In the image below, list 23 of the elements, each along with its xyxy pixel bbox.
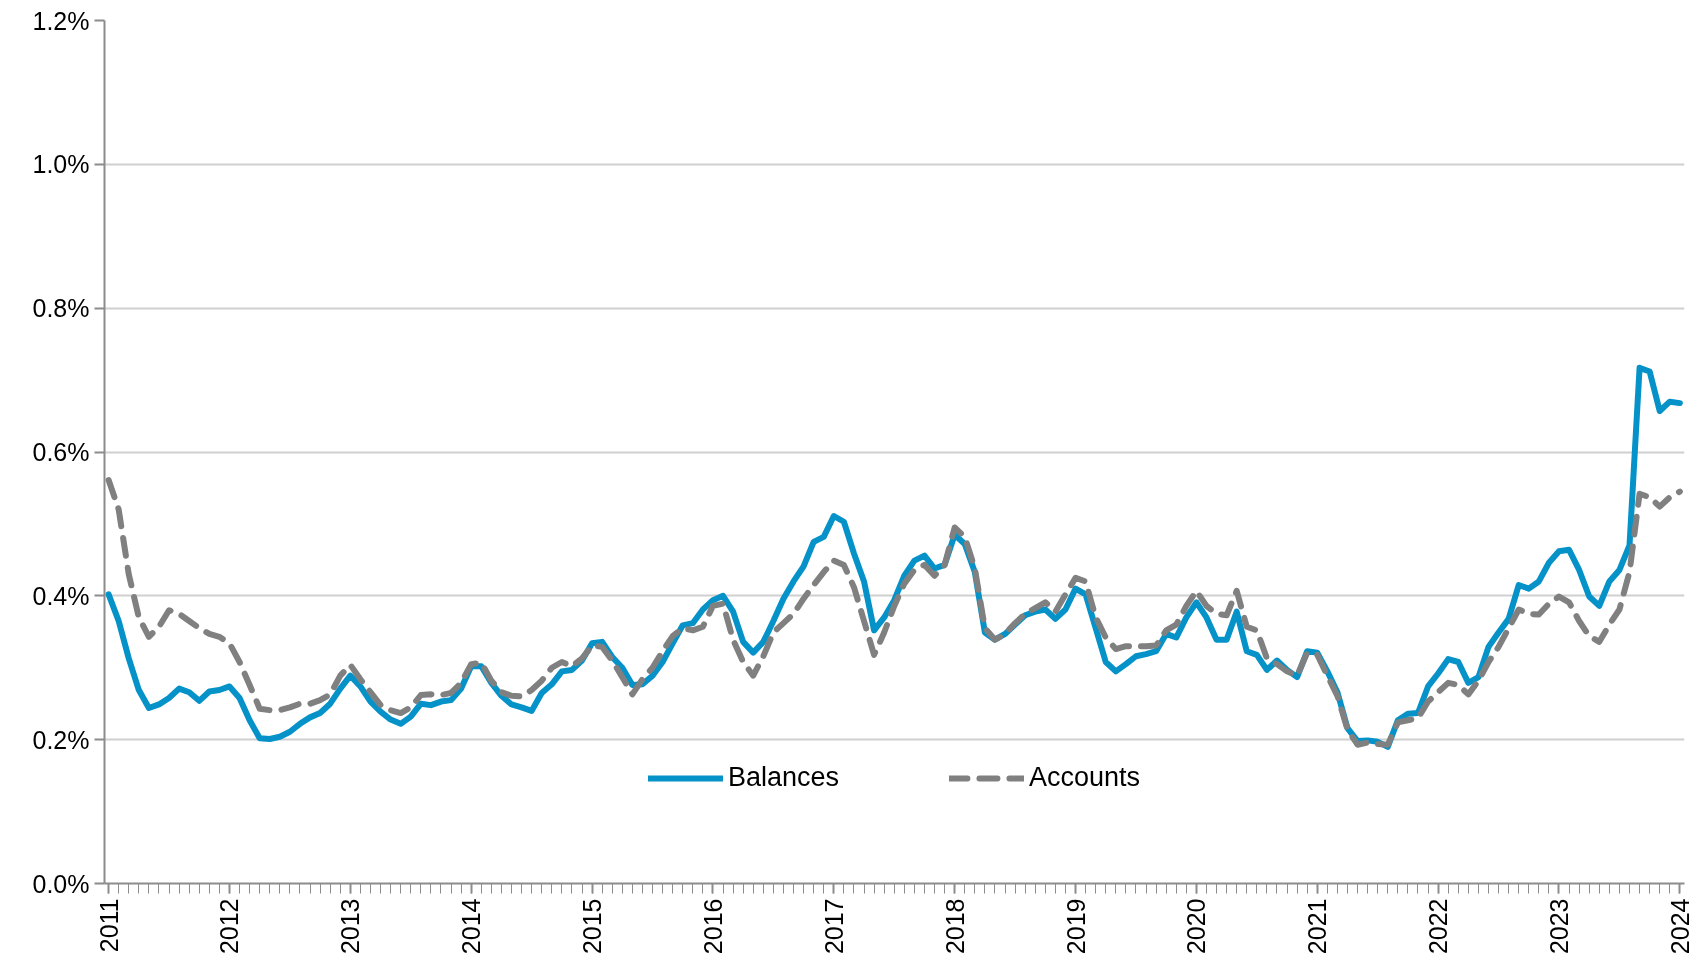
y-tick-label: 1.2%	[32, 6, 90, 35]
y-tick-label: 0.6%	[32, 438, 90, 466]
x-tick-label: 2015	[578, 898, 607, 955]
y-tick-label: 1.0%	[32, 150, 90, 179]
legend-label: Accounts	[1029, 762, 1141, 793]
x-tick-label: 2016	[698, 898, 727, 955]
x-tick-label: 2013	[336, 898, 365, 955]
legend-label: Balances	[727, 762, 840, 793]
y-tick-label: 0.2%	[32, 725, 90, 754]
x-tick-label: 2011	[94, 898, 123, 953]
x-tick-label: 2018	[940, 898, 969, 955]
x-tick-label: 2017	[819, 898, 848, 955]
y-tick-label: 0.8%	[32, 294, 90, 323]
y-tick-label: 0.0%	[32, 869, 90, 898]
y-tick-label: 0.4%	[32, 581, 90, 610]
x-tick-label: 2019	[1061, 898, 1090, 955]
x-tick-label: 2020	[1182, 898, 1211, 955]
x-tick-label: 2022	[1424, 898, 1453, 955]
x-tick-label: 2021	[1303, 898, 1332, 955]
x-tick-label: 2014	[457, 898, 486, 955]
x-tick-label: 2023	[1545, 898, 1573, 955]
x-tick-label: 2024	[1665, 898, 1690, 955]
x-tick-label: 2012	[215, 898, 244, 955]
